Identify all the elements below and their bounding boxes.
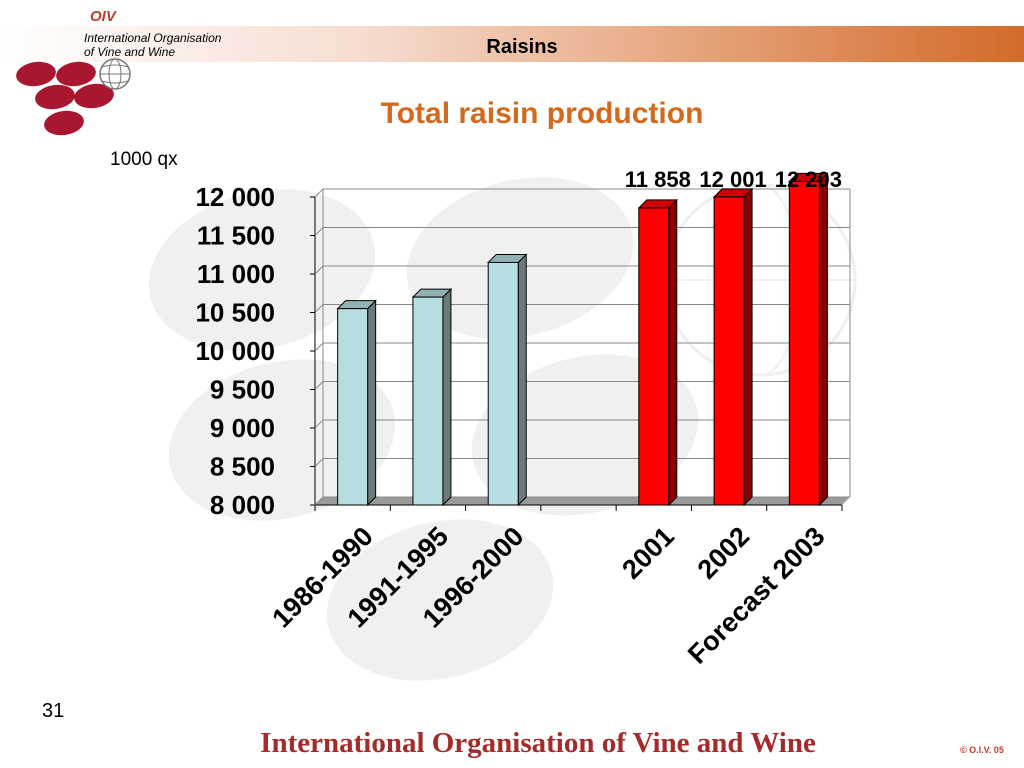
y-tick-label: 9 000 bbox=[210, 413, 275, 443]
gridline-diagonal bbox=[314, 265, 324, 275]
gridline-diagonal bbox=[314, 419, 324, 429]
bar-1991-1995 bbox=[412, 296, 444, 506]
bar-chart: 12 000 11 500 11 000 10 500 10 000 9 500 9 000… bbox=[148, 167, 857, 681]
data-label: 12 001 bbox=[699, 167, 766, 192]
slide-header-title: Raisins bbox=[486, 36, 558, 58]
bar-side bbox=[442, 287, 452, 507]
copyright: © O.I.V. 05 bbox=[960, 745, 1004, 755]
y-tick-label: 10 500 bbox=[195, 298, 275, 328]
y-tick-label: 8 000 bbox=[210, 490, 275, 520]
gridline-diagonal bbox=[314, 342, 324, 352]
oiv-grape-logo-icon bbox=[16, 58, 131, 136]
y-tick-label: 8 500 bbox=[210, 452, 275, 482]
y-tick-label: 10 000 bbox=[195, 336, 275, 366]
y-tick-label: 11 000 bbox=[197, 259, 275, 289]
org-name-line2: of Vine and Wine bbox=[84, 45, 176, 59]
x-axis-label: 2002 bbox=[692, 521, 756, 585]
x-axis-label: 2001 bbox=[616, 521, 680, 585]
gridline-diagonal bbox=[314, 381, 324, 390]
x-axis-label: Forecast 2003 bbox=[682, 521, 831, 670]
y-tick-label: 11 500 bbox=[197, 221, 275, 251]
gridline-diagonal bbox=[314, 304, 324, 313]
chart-floor bbox=[315, 497, 850, 505]
footer-org-name: International Organisation of Vine and W… bbox=[260, 727, 816, 759]
y-tick-label: 9 500 bbox=[210, 375, 275, 405]
gridline-diagonal bbox=[314, 496, 324, 506]
bar-side bbox=[743, 187, 753, 507]
unit-label: 1000 qx bbox=[110, 149, 178, 170]
bar-1986-1990 bbox=[337, 308, 369, 506]
bar-2001 bbox=[638, 207, 670, 506]
y-tick-label: 12 000 bbox=[195, 182, 275, 212]
org-name-line1: International Organisation bbox=[84, 31, 222, 45]
gridline-diagonal bbox=[314, 458, 324, 467]
bar-2002 bbox=[713, 196, 745, 506]
gridline-diagonal bbox=[314, 188, 324, 198]
slide-number: 31 bbox=[42, 700, 65, 722]
gridline-diagonal bbox=[314, 227, 324, 236]
bar-1996-2000 bbox=[487, 261, 519, 506]
chart-title: Total raisin production bbox=[380, 97, 704, 130]
bar-side bbox=[818, 172, 828, 507]
header-band bbox=[0, 26, 1024, 62]
data-label: 12 203 bbox=[775, 167, 842, 192]
bar-side bbox=[367, 299, 377, 507]
oiv-logo-text: OIV bbox=[90, 8, 116, 25]
bar-forecast-2003 bbox=[788, 180, 820, 506]
bar-side bbox=[668, 198, 678, 507]
bar-side bbox=[517, 253, 527, 507]
data-label: 11 858 bbox=[625, 167, 691, 192]
